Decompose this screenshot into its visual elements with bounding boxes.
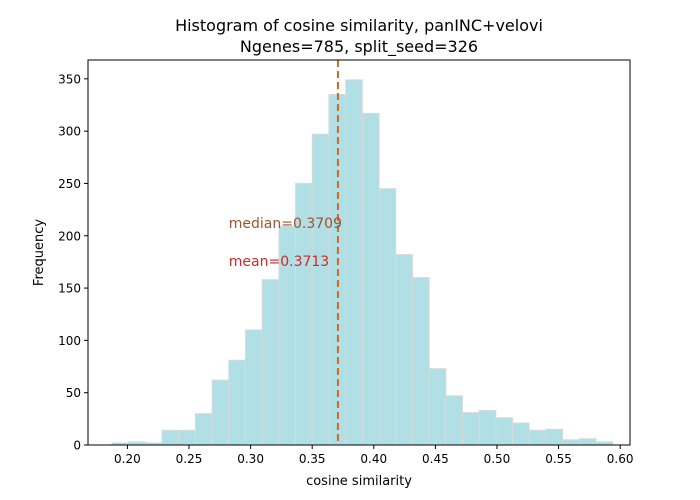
histogram-bar (161, 429, 180, 446)
histogram-bar (428, 368, 447, 446)
chart-title-line2: Ngenes=785, split_seed=326 (240, 37, 478, 57)
y-tick-label: 100 (58, 334, 81, 348)
histogram-bar (445, 395, 463, 446)
histogram-bar (378, 188, 397, 446)
histogram-bar (545, 428, 564, 446)
histogram-bar (578, 438, 597, 446)
histogram-bar (211, 379, 230, 446)
x-tick-label: 0.45 (422, 452, 449, 466)
histogram-bar (395, 254, 413, 446)
histogram-bar (461, 412, 480, 446)
y-tick-label: 300 (58, 125, 81, 139)
mean-annotation: mean=0.3713 (229, 254, 329, 270)
y-tick-label: 200 (58, 229, 81, 243)
x-tick-label: 0.60 (607, 452, 634, 466)
x-tick-label: 0.55 (545, 452, 572, 466)
plot-frame (87, 59, 631, 446)
histogram-bar (478, 409, 497, 446)
x-tick-label: 0.20 (114, 452, 141, 466)
x-tick-label: 0.40 (360, 452, 387, 466)
median-annotation: median=0.3709 (229, 216, 342, 232)
y-tick-label: 0 (73, 439, 81, 453)
x-tick-label: 0.35 (299, 452, 326, 466)
histogram-bar (178, 429, 196, 446)
histogram-bar (245, 329, 263, 446)
y-tick-label: 50 (66, 386, 81, 400)
y-tick-label: 150 (58, 282, 81, 296)
x-tick-label: 0.25 (176, 452, 203, 466)
x-axis: 0.20 0.25 0.30 0.35 0.40 0.45 0.50 0.55 0.60 (114, 445, 634, 466)
y-tick-label: 350 (58, 72, 81, 86)
histogram-bar (361, 112, 380, 446)
y-tick-label: 250 (58, 177, 81, 191)
y-axis: 0 50 100 150 200 250 300 350 (58, 72, 88, 453)
histogram-bar (311, 133, 330, 446)
histogram-bar (528, 429, 547, 446)
histogram-bar (562, 439, 580, 446)
histogram-bar (411, 277, 430, 446)
histogram-bar (512, 422, 530, 446)
histogram-bar (228, 359, 247, 446)
chart-title-line1: Histogram of cosine similarity, panINC+v… (175, 16, 543, 35)
x-tick-label: 0.50 (484, 452, 511, 466)
histogram-bar (194, 413, 213, 446)
histogram-bar (261, 279, 280, 446)
x-axis-label: cosine similarity (306, 474, 412, 489)
x-tick-label: 0.30 (237, 452, 264, 466)
histogram-bar (345, 79, 363, 446)
histogram-bar (495, 417, 514, 446)
annotations: median=0.3709 mean=0.3713 (229, 216, 342, 270)
y-axis-label: Frequency (32, 219, 47, 286)
